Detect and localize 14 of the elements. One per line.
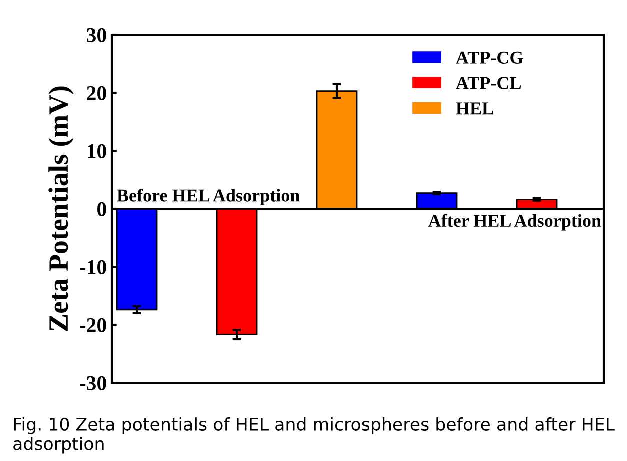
legend-label: HEL: [456, 102, 494, 115]
annotation: After HEL Adsorption: [428, 214, 602, 231]
caption: Fig. 10 Zeta potentials of HEL and microspheres before and after HEL adsorption: [14, 418, 615, 454]
y-tick-label: -30: [80, 376, 106, 390]
legend-label: ATP-CG: [456, 52, 524, 64]
y-tick-label: -20: [80, 318, 106, 332]
annotation: Before HEL Adsorption: [117, 188, 300, 206]
y-tick-label: -10: [80, 260, 106, 274]
y-tick-label: 30: [87, 28, 106, 42]
y-tick-label: 0: [98, 202, 106, 216]
legend-label: ATP-CL: [456, 77, 522, 90]
y-tick-label: 10: [88, 144, 106, 158]
y-axis-title: Zeta Potentials (mV): [48, 86, 74, 332]
y-tick-label: 20: [87, 86, 106, 100]
